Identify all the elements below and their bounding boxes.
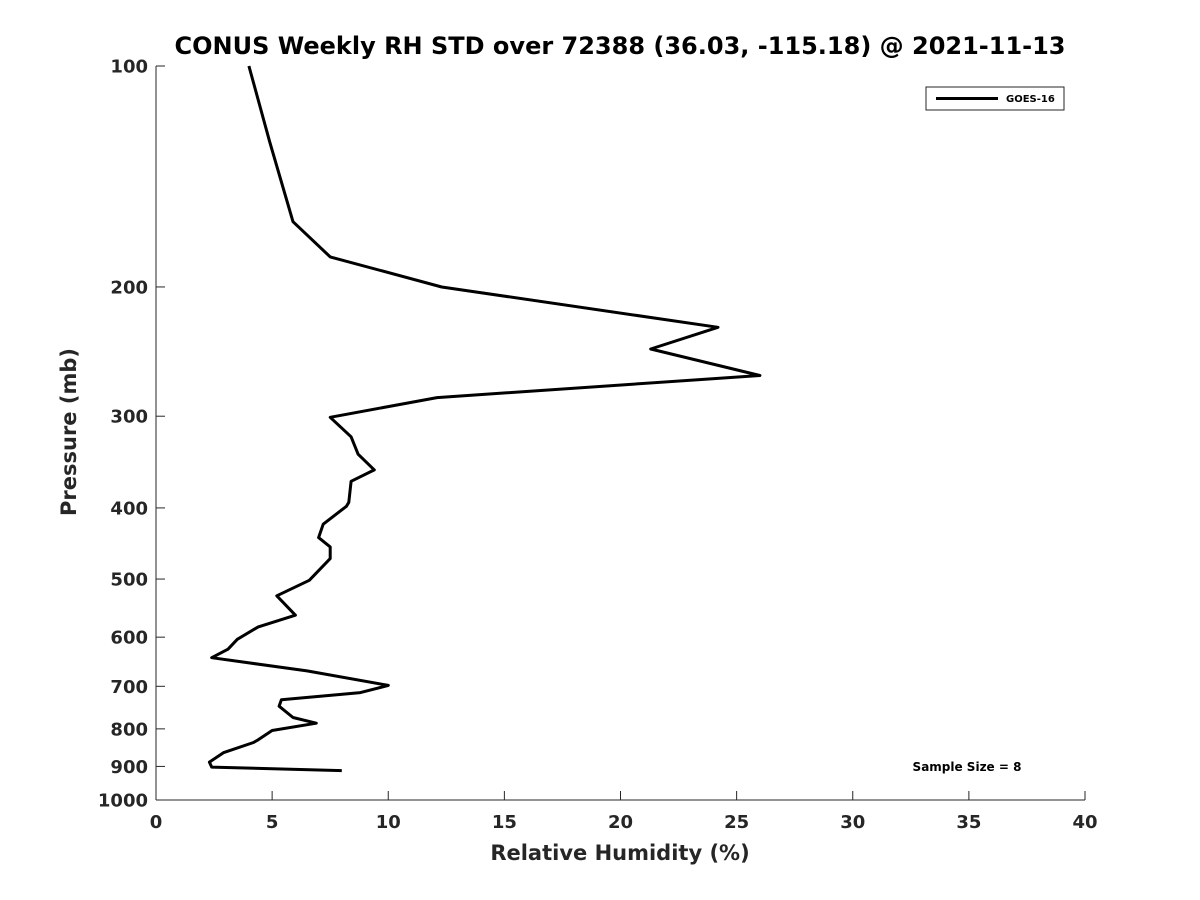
x-tick-label: 10 [376,812,401,833]
y-tick-label: 400 [110,498,148,519]
legend-entry-label: GOES-16 [1006,94,1055,105]
axes [155,66,1085,801]
y-axis-label: Pressure (mb) [57,348,81,516]
sample-size-annotation: Sample Size = 8 [913,760,1022,774]
series-group [207,65,762,773]
x-tick-label: 15 [492,812,517,833]
x-tick-label: 30 [840,812,865,833]
y-tick-label: 700 [110,677,148,698]
series-line-goes-16 [207,65,762,773]
y-tick-label: 500 [110,570,148,591]
chart-title: CONUS Weekly RH STD over 72388 (36.03, -… [174,32,1065,60]
y-ticks: 100 200 300 400 500 600 700 800 900 1000 [98,57,165,812]
y-tick-label: 100 [110,57,148,78]
legend: GOES-16 [925,86,1065,111]
y-tick-label: 300 [110,407,148,428]
x-ticks: 0 5 10 15 20 25 30 35 40 [150,791,1098,833]
y-tick-label: 900 [110,757,148,778]
x-tick-label: 40 [1072,812,1097,833]
x-axis-label: Relative Humidity (%) [490,841,749,865]
y-tick-label: 800 [110,719,148,740]
x-tick-label: 25 [724,812,749,833]
chart-title-group: CONUS Weekly RH STD over 72388 (36.03, -… [174,32,1065,60]
y-tick-label: 200 [110,277,148,298]
y-tick-label: 600 [110,628,148,649]
x-tick-label: 35 [956,812,981,833]
x-tick-label: 5 [266,812,279,833]
x-tick-label: 20 [608,812,633,833]
y-tick-label: 1000 [98,791,148,812]
x-tick-label: 0 [150,812,163,833]
